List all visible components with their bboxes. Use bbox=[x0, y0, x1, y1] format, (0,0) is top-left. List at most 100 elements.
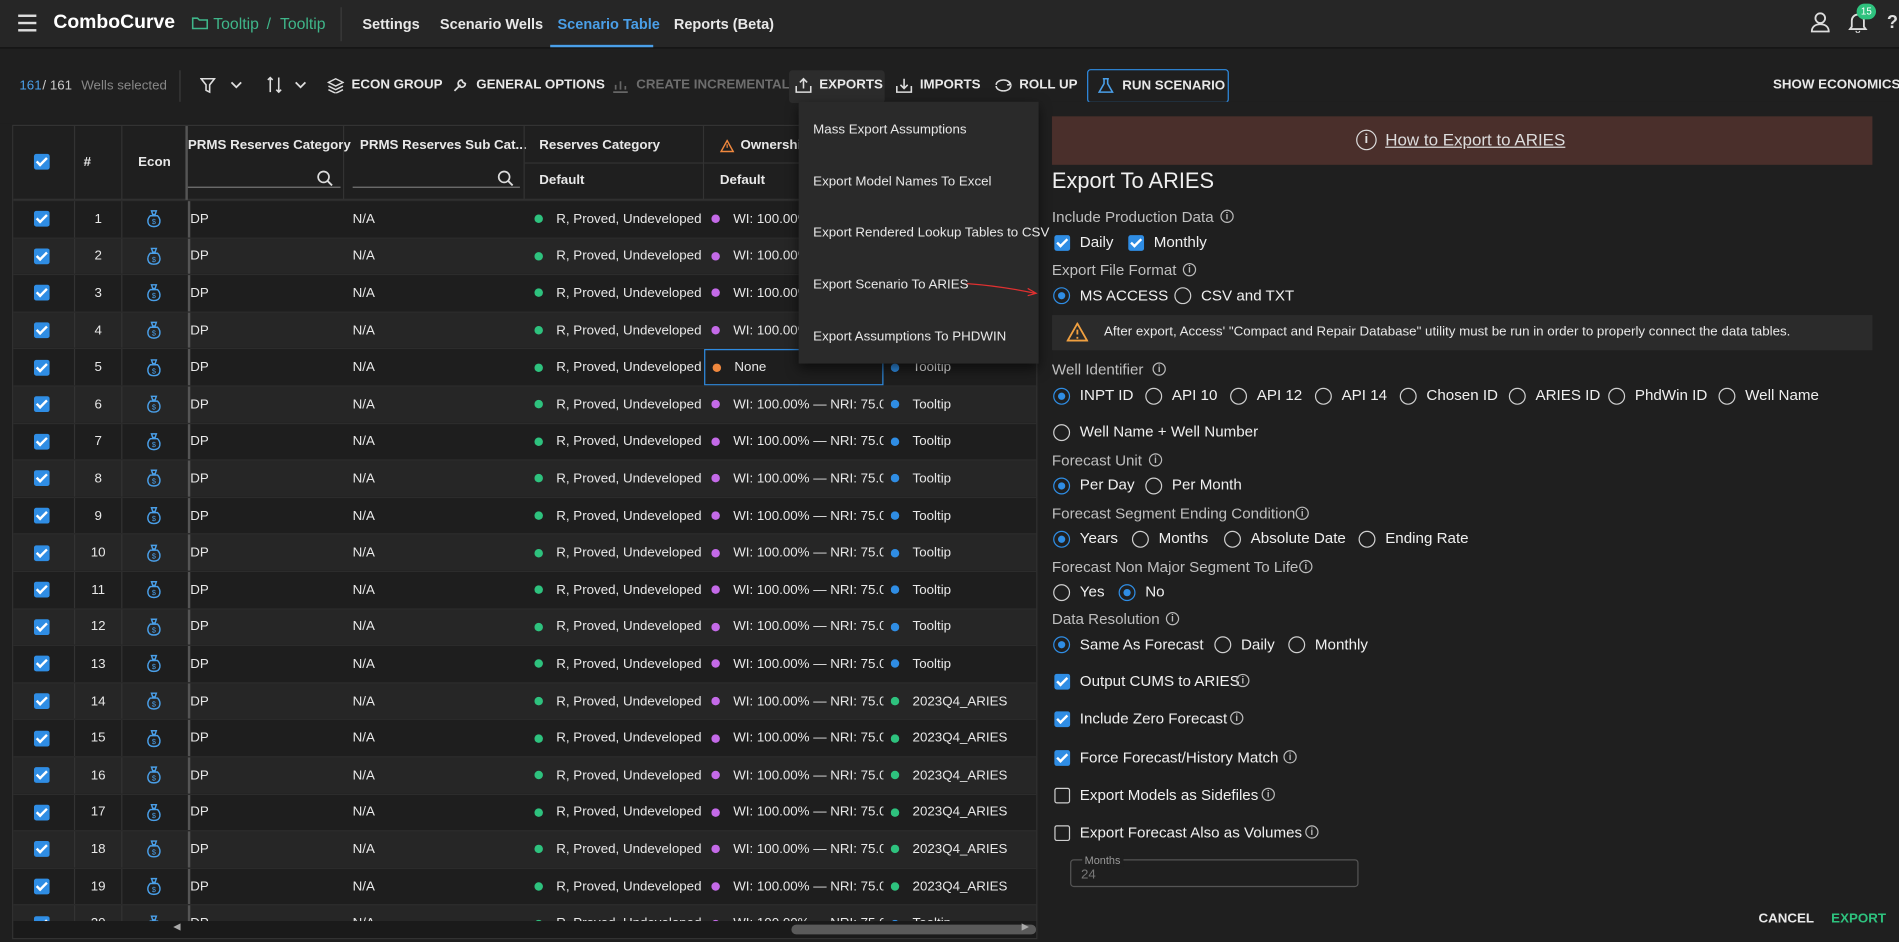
prms-sub-cell[interactable]: N/A bbox=[352, 731, 375, 746]
ownership-cell[interactable]: WI: 100.00% — NRI: 75.00 bbox=[711, 720, 883, 756]
reserves-cell[interactable]: R, Proved, Undeveloped bbox=[534, 757, 704, 793]
phdwin-id-radio[interactable] bbox=[1608, 387, 1626, 405]
econ-money-bag-icon[interactable]: $ bbox=[121, 201, 185, 238]
menu-item-export-model-names[interactable]: Export Model Names To Excel bbox=[813, 174, 992, 190]
prms-sub-cell[interactable]: N/A bbox=[352, 508, 375, 524]
ownership-cell[interactable]: WI: 100.00% — NRI: 75.00 bbox=[711, 535, 883, 571]
sidefiles-checkbox[interactable] bbox=[1054, 787, 1071, 804]
horizontal-scrollbar[interactable]: ◀ ▶ bbox=[13, 921, 1037, 939]
info-icon[interactable]: i bbox=[1230, 711, 1244, 725]
yes-radio[interactable] bbox=[1053, 584, 1071, 602]
prms-sub-cell[interactable]: N/A bbox=[352, 285, 375, 301]
econ-money-bag-icon[interactable]: $ bbox=[121, 720, 185, 757]
prms-sub-cell[interactable]: N/A bbox=[352, 879, 375, 894]
ownership-cell[interactable]: WI: 100.00% bbox=[711, 238, 883, 274]
exports-button[interactable]: EXPORTS bbox=[819, 77, 883, 93]
prms-category-cell[interactable]: DP bbox=[187, 683, 343, 720]
hamburger-menu-icon[interactable] bbox=[18, 14, 37, 32]
econ-money-bag-icon[interactable]: $ bbox=[121, 312, 185, 349]
forecast-cell[interactable]: Tooltip bbox=[890, 424, 1036, 460]
econ-money-bag-icon[interactable]: $ bbox=[121, 497, 185, 534]
row-checkbox[interactable] bbox=[33, 619, 50, 635]
no-radio[interactable] bbox=[1118, 584, 1136, 602]
prms-category-cell[interactable]: DP bbox=[187, 312, 343, 349]
api10-radio[interactable] bbox=[1145, 387, 1163, 405]
prms-sub-cell[interactable]: N/A bbox=[352, 805, 375, 820]
forecast-cell[interactable]: 2023Q4_ARIES bbox=[890, 757, 1036, 793]
econ-money-bag-icon[interactable]: $ bbox=[121, 386, 185, 423]
output-cums-checkbox[interactable] bbox=[1054, 673, 1071, 690]
econ-money-bag-icon[interactable]: $ bbox=[121, 831, 185, 868]
forecast-cell[interactable]: Tooltip bbox=[890, 387, 1036, 423]
row-checkbox[interactable] bbox=[33, 544, 50, 561]
econ-money-bag-icon[interactable]: $ bbox=[121, 572, 185, 608]
table-row[interactable]: 17 $ DP N/A R, Proved, Undeveloped WI: 100.00… bbox=[13, 793, 1037, 831]
info-icon[interactable]: i bbox=[1148, 453, 1163, 467]
tab-settings[interactable]: Settings bbox=[362, 15, 420, 33]
row-checkbox[interactable] bbox=[33, 730, 50, 747]
forecast-cell[interactable]: 2023Q4_ARIES bbox=[890, 832, 1036, 868]
well-name-number-radio[interactable] bbox=[1053, 424, 1071, 442]
menu-item-mass-export[interactable]: Mass Export Assumptions bbox=[813, 122, 967, 137]
info-icon[interactable]: i bbox=[1283, 750, 1297, 764]
prms-category-filter[interactable] bbox=[187, 164, 341, 188]
forecast-cell[interactable]: Tooltip bbox=[890, 646, 1036, 682]
table-row[interactable]: 9 $ DP N/A R, Proved, Undeveloped WI: 100.00%… bbox=[13, 496, 1037, 534]
forecast-cell[interactable]: Tooltip bbox=[890, 609, 1036, 645]
cancel-button[interactable]: CANCEL bbox=[1758, 911, 1815, 926]
econ-money-bag-icon[interactable]: $ bbox=[121, 757, 185, 794]
table-row[interactable]: 19 $ DP N/A R, Proved, Undeveloped WI: 100.00… bbox=[13, 867, 1037, 905]
reserves-cell[interactable]: R, Proved, Undeveloped bbox=[534, 869, 704, 905]
ownership-cell[interactable]: WI: 100.00% bbox=[711, 275, 883, 311]
prms-sub-cell[interactable]: N/A bbox=[352, 434, 375, 449]
prms-sub-cell[interactable]: N/A bbox=[352, 397, 375, 412]
ownership-cell[interactable]: None bbox=[704, 349, 884, 386]
include-zero-checkbox[interactable] bbox=[1054, 711, 1071, 728]
prms-category-cell[interactable]: DP bbox=[187, 646, 343, 683]
column-header-ownership[interactable]: Ownership bbox=[740, 138, 810, 153]
reserves-cell[interactable]: R, Proved, Undeveloped bbox=[534, 350, 704, 386]
filter-icon[interactable] bbox=[199, 77, 216, 94]
reserves-cell[interactable]: R, Proved, Undeveloped bbox=[534, 609, 704, 645]
row-checkbox[interactable] bbox=[33, 878, 50, 895]
forecast-cell[interactable]: Tooltip bbox=[890, 535, 1036, 571]
info-icon[interactable]: i bbox=[1182, 262, 1197, 277]
prms-category-cell[interactable]: DP bbox=[187, 572, 343, 608]
prms-category-cell[interactable]: DP bbox=[187, 386, 343, 423]
ownership-cell[interactable]: WI: 100.00% — NRI: 75.00 bbox=[711, 572, 883, 608]
scrollbar-thumb[interactable] bbox=[791, 924, 1037, 935]
prms-sub-cell[interactable]: N/A bbox=[352, 656, 375, 672]
row-checkbox[interactable] bbox=[33, 841, 50, 858]
sort-icon[interactable] bbox=[267, 76, 284, 94]
prms-category-cell[interactable]: DP bbox=[187, 497, 343, 534]
row-checkbox[interactable] bbox=[33, 582, 50, 598]
prms-category-cell[interactable]: DP bbox=[187, 720, 343, 757]
res-daily-radio[interactable] bbox=[1214, 636, 1232, 654]
chevron-down-icon[interactable] bbox=[294, 81, 307, 89]
breadcrumb-project[interactable]: Tooltip bbox=[213, 14, 259, 33]
info-icon[interactable]: i bbox=[1299, 559, 1313, 574]
econ-money-bag-icon[interactable]: $ bbox=[121, 646, 185, 683]
prms-sub-cell[interactable]: N/A bbox=[352, 545, 375, 561]
row-checkbox[interactable] bbox=[33, 359, 50, 376]
absolute-date-radio[interactable] bbox=[1224, 530, 1241, 548]
reserves-cell[interactable]: R, Proved, Undeveloped bbox=[534, 424, 704, 460]
prms-sub-cell[interactable]: N/A bbox=[352, 619, 375, 635]
row-checkbox[interactable] bbox=[33, 470, 50, 487]
ownership-cell[interactable]: WI: 100.00% — NRI: 75.00 bbox=[711, 461, 883, 497]
table-row[interactable]: 7 $ DP N/A R, Proved, Undeveloped WI: 100.00%… bbox=[13, 422, 1037, 460]
forecast-cell[interactable]: 2023Q4_ARIES bbox=[890, 795, 1036, 831]
prms-category-cell[interactable]: DP bbox=[187, 534, 343, 571]
prms-category-cell[interactable]: DP bbox=[187, 423, 343, 460]
years-radio[interactable] bbox=[1053, 530, 1071, 548]
same-as-forecast-radio[interactable] bbox=[1053, 636, 1071, 654]
forecast-cell[interactable]: 2023Q4_ARIES bbox=[890, 720, 1036, 756]
ownership-cell[interactable]: WI: 100.00% — NRI: 75.00 bbox=[711, 757, 883, 793]
select-all-checkbox[interactable] bbox=[33, 153, 50, 170]
econ-money-bag-icon[interactable]: $ bbox=[121, 868, 185, 905]
prms-sub-cell[interactable]: N/A bbox=[352, 323, 375, 338]
ownership-cell[interactable]: WI: 100.00% bbox=[711, 312, 883, 348]
prms-sub-cell[interactable]: N/A bbox=[352, 360, 375, 375]
column-header-reserves[interactable]: Reserves Category bbox=[539, 138, 661, 153]
create-incremental-button[interactable]: CREATE INCREMENTAL bbox=[636, 77, 790, 93]
